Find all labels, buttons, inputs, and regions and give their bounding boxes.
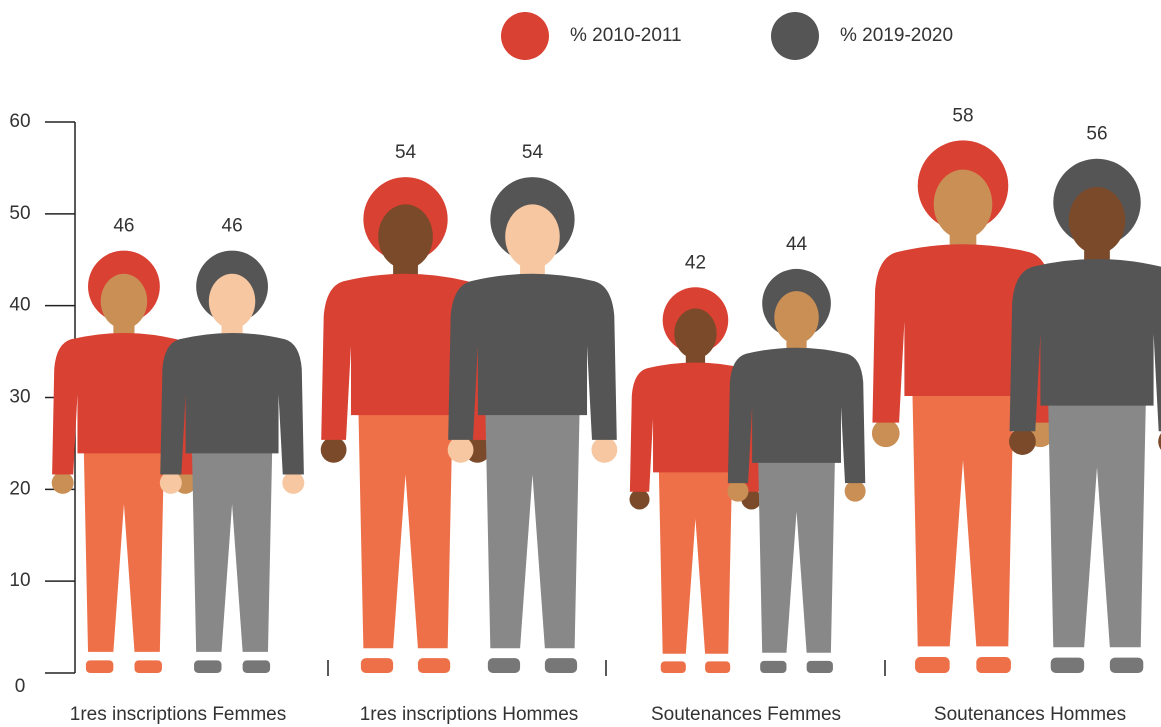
face bbox=[208, 273, 256, 329]
hand bbox=[320, 436, 347, 463]
shoe bbox=[194, 660, 222, 673]
torso bbox=[321, 273, 490, 440]
y-tick-label: 40 bbox=[9, 295, 30, 316]
hand bbox=[727, 480, 749, 502]
shoe bbox=[1050, 657, 1085, 673]
pants bbox=[1048, 400, 1146, 648]
face bbox=[100, 273, 148, 329]
torso bbox=[52, 332, 196, 475]
face bbox=[933, 169, 993, 239]
x-tick-label: 1res inscriptions Hommes bbox=[360, 704, 579, 725]
hand bbox=[282, 471, 305, 494]
hand bbox=[629, 489, 650, 510]
hand bbox=[844, 480, 866, 502]
pants bbox=[191, 449, 273, 652]
hand bbox=[1009, 428, 1036, 455]
value-label: 54 bbox=[395, 142, 417, 163]
y-tick-label: 50 bbox=[9, 203, 30, 224]
value-label: 54 bbox=[522, 142, 544, 163]
shoe bbox=[915, 657, 950, 673]
person-bar bbox=[1009, 158, 1161, 673]
face bbox=[774, 291, 819, 344]
y-tick-label: 30 bbox=[9, 387, 30, 408]
x-tick-label: 1res inscriptions Femmes bbox=[70, 704, 286, 725]
pants bbox=[485, 410, 580, 649]
hand bbox=[871, 419, 900, 448]
hand bbox=[591, 436, 618, 463]
torso bbox=[727, 347, 866, 484]
pants bbox=[83, 449, 165, 652]
x-tick-label: Soutenances Femmes bbox=[651, 704, 841, 725]
torso bbox=[629, 362, 762, 492]
pants bbox=[758, 458, 835, 653]
value-label: 46 bbox=[113, 216, 134, 237]
value-label: 42 bbox=[685, 252, 706, 273]
hand bbox=[159, 471, 182, 494]
person-bar bbox=[51, 250, 197, 673]
pants bbox=[658, 468, 733, 654]
shoe bbox=[360, 658, 394, 673]
face bbox=[674, 308, 717, 359]
face bbox=[505, 204, 560, 269]
shoe bbox=[544, 658, 578, 673]
person-bar bbox=[871, 140, 1055, 673]
value-label: 56 bbox=[1086, 124, 1107, 145]
pants bbox=[912, 390, 1014, 647]
y-tick-label: 20 bbox=[9, 478, 30, 499]
hand bbox=[447, 436, 474, 463]
torso bbox=[448, 273, 617, 440]
torso bbox=[1009, 259, 1161, 432]
shoe bbox=[487, 658, 521, 673]
legend-label: % 2010-2011 bbox=[570, 25, 682, 46]
shoe bbox=[806, 660, 833, 673]
hand bbox=[51, 471, 74, 494]
y-tick-label: 0 bbox=[15, 676, 26, 697]
legend-swatch bbox=[771, 12, 819, 60]
shoe bbox=[85, 660, 114, 673]
person-bar bbox=[447, 177, 618, 673]
shoe bbox=[242, 660, 271, 673]
y-tick-label: 10 bbox=[9, 570, 30, 591]
legend-label: % 2019-2020 bbox=[840, 25, 953, 46]
face bbox=[1068, 187, 1126, 254]
shoe bbox=[660, 661, 686, 673]
value-label: 44 bbox=[786, 234, 808, 255]
shoe bbox=[417, 658, 451, 673]
shoe bbox=[760, 660, 787, 673]
x-tick-label: Soutenances Hommes bbox=[934, 704, 1126, 725]
y-tick-label: 60 bbox=[9, 111, 30, 132]
shoe bbox=[134, 660, 162, 673]
shoe bbox=[1109, 657, 1144, 673]
shoe bbox=[705, 661, 731, 673]
person-bar bbox=[727, 268, 866, 673]
torso bbox=[160, 332, 304, 475]
person-bar bbox=[159, 250, 305, 673]
pants bbox=[358, 410, 453, 649]
person-bar bbox=[629, 287, 762, 673]
legend-swatch bbox=[501, 12, 549, 60]
shoe bbox=[976, 657, 1011, 673]
torso bbox=[872, 244, 1054, 423]
person-bar bbox=[320, 177, 491, 673]
value-label: 46 bbox=[222, 216, 243, 237]
hand bbox=[1158, 433, 1161, 450]
value-label: 58 bbox=[952, 105, 973, 126]
face bbox=[378, 204, 433, 269]
